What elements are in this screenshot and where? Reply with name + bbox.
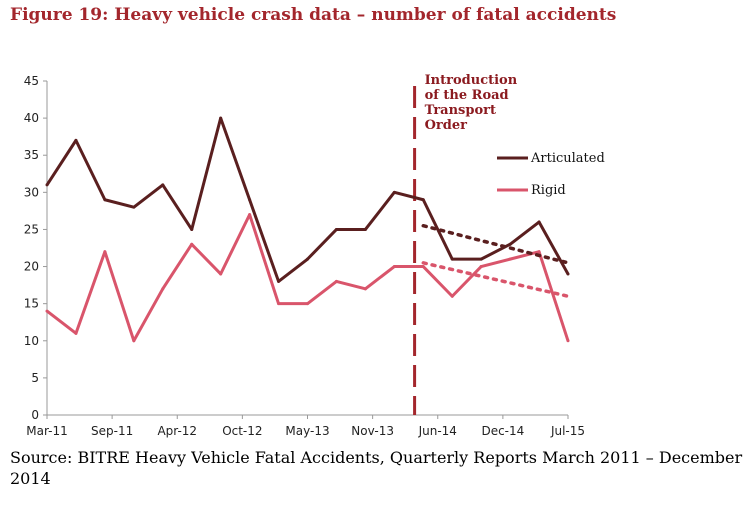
chart-axes — [46, 81, 568, 416]
data-point — [277, 279, 281, 283]
annotation-text: of the Road — [425, 88, 509, 103]
data-point — [421, 265, 425, 269]
trend-line-articulated — [421, 223, 570, 265]
data-point — [248, 198, 252, 202]
chart-legend: Articulated Rigid — [497, 151, 605, 198]
data-point — [334, 227, 338, 231]
data-point — [219, 116, 223, 120]
source-note: Source: BITRE Heavy Vehicle Fatal Accide… — [10, 448, 743, 488]
annotation-text: Order — [425, 118, 468, 133]
data-point — [161, 287, 165, 291]
data-point — [421, 198, 425, 202]
y-tick-label: 20 — [24, 260, 39, 274]
trend-line-rigid — [421, 261, 570, 298]
y-tick-label: 10 — [24, 334, 39, 348]
y-tick-label: 35 — [24, 148, 39, 162]
data-point — [306, 257, 309, 261]
x-tick-label: Jun-14 — [418, 424, 457, 438]
data-point — [508, 257, 512, 261]
y-tick-label: 5 — [31, 371, 39, 385]
data-point — [334, 279, 338, 283]
line-chart: 0 5 10 15 20 25 30 35 40 45 Mar-11 Sep-11 Apr-12 Oct… — [24, 73, 605, 438]
data-point — [161, 183, 165, 187]
x-tick-label: Dec-14 — [481, 424, 524, 438]
data-point — [392, 190, 396, 194]
data-point — [74, 138, 78, 142]
x-axis-ticks: Mar-11 Sep-11 Apr-12 Oct-12 May-13 Nov-13 Jun-… — [26, 415, 585, 438]
y-tick-label: 40 — [24, 111, 39, 125]
data-point — [363, 287, 367, 291]
trend-lines — [421, 223, 570, 298]
data-point — [363, 227, 367, 231]
series-line-articulated — [45, 116, 570, 283]
x-tick-label: Sep-11 — [91, 424, 133, 438]
y-axis-ticks: 0 5 10 15 20 25 30 35 40 45 — [24, 74, 47, 422]
data-point — [392, 265, 396, 269]
data-point — [508, 242, 512, 246]
data-point — [103, 198, 107, 202]
x-tick-label: Apr-12 — [157, 424, 197, 438]
x-tick-label: Mar-11 — [26, 424, 67, 438]
y-tick-label: 45 — [24, 74, 39, 88]
x-tick-label: Nov-13 — [351, 424, 394, 438]
annotation-text: Transport — [425, 103, 496, 118]
y-tick-label: 25 — [24, 222, 39, 236]
y-tick-label: 15 — [24, 297, 39, 311]
data-point — [306, 302, 309, 306]
data-point — [450, 257, 454, 261]
data-point — [132, 339, 136, 343]
data-point — [566, 272, 570, 276]
data-point — [479, 257, 483, 261]
data-point — [537, 250, 541, 254]
figure-title: Figure 19: Heavy vehicle crash data – nu… — [10, 5, 617, 25]
data-point — [190, 227, 194, 231]
data-point — [277, 302, 281, 306]
data-point — [103, 250, 107, 254]
data-point — [537, 220, 541, 224]
data-point — [566, 339, 570, 343]
y-tick-label: 0 — [31, 408, 39, 422]
x-tick-label: Jul-15 — [550, 424, 585, 438]
data-point — [248, 213, 252, 217]
legend-label: Rigid — [531, 183, 566, 198]
series-lines — [45, 116, 570, 343]
x-tick-label: Oct-12 — [222, 424, 262, 438]
legend-label: Articulated — [530, 151, 605, 166]
y-tick-label: 30 — [24, 185, 39, 199]
data-point — [219, 272, 223, 276]
data-point — [479, 265, 483, 269]
annotation-text: Introduction — [425, 73, 518, 88]
data-point — [190, 242, 194, 246]
data-point — [132, 205, 136, 209]
series-line-rigid — [46, 213, 570, 343]
data-point — [450, 294, 454, 298]
data-point — [45, 183, 49, 187]
x-tick-label: May-13 — [285, 424, 329, 438]
data-point — [45, 309, 49, 313]
data-point — [74, 331, 78, 335]
